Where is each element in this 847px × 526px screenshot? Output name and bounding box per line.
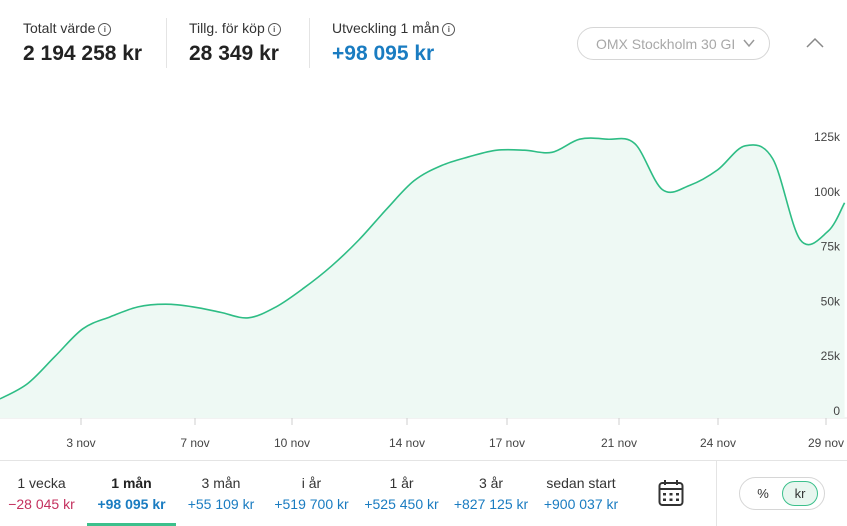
chevron-up-icon[interactable] <box>804 33 826 53</box>
x-tick-label: 7 nov <box>180 436 209 450</box>
info-icon[interactable]: i <box>98 23 112 36</box>
x-tick-label: 3 nov <box>66 436 95 450</box>
available-stat: Tillg. för köp i 28 349 kr <box>189 20 281 66</box>
x-tick-label: 21 nov <box>601 436 637 450</box>
total-value-label: Totalt värde <box>23 20 96 36</box>
chart-series-layer <box>0 137 846 419</box>
available-label: Tillg. för köp <box>189 20 265 36</box>
period-value: +55 109 kr <box>187 496 255 512</box>
development-label: Utveckling 1 mån <box>332 20 440 36</box>
period-3-months[interactable]: 3 mån +55 109 kr <box>180 475 262 512</box>
x-tick-label: 14 nov <box>389 436 425 450</box>
info-icon[interactable]: i <box>267 23 281 36</box>
period-label: 3 år <box>478 475 504 491</box>
total-value-label-row: Totalt värde i <box>23 20 142 36</box>
portfolio-chart-svg: 125k 100k 75k 50k 25k 0 3 nov 7 nov 10 nov 14 no… <box>0 130 847 450</box>
divider <box>0 460 847 461</box>
x-axis-ticks: 3 nov 7 nov 10 nov 14 nov 17 nov 21 nov 24 nov… <box>66 418 844 450</box>
period-since-start[interactable]: sedan start +900 037 kr <box>538 475 624 512</box>
total-value-stat: Totalt värde i 2 194 258 kr <box>23 20 142 66</box>
development-value: +98 095 kr <box>332 42 435 65</box>
period-label: 1 mån <box>111 475 152 491</box>
y-tick-label: 125k <box>814 130 841 144</box>
divider <box>716 460 717 526</box>
y-tick-label: 50k <box>821 294 841 308</box>
info-icon[interactable]: i <box>442 23 456 36</box>
currency-toggle-button[interactable]: kr <box>782 481 818 506</box>
y-axis-ticks: 125k 100k 75k 50k 25k 0 <box>814 130 841 418</box>
y-tick-label: 25k <box>821 349 841 363</box>
period-1-year[interactable]: 1 år +525 450 kr <box>358 475 445 512</box>
period-value: +525 450 kr <box>364 496 439 512</box>
available-label-row: Tillg. för köp i <box>189 20 281 36</box>
period-label: i år <box>301 475 322 491</box>
series-line <box>0 137 846 400</box>
period-3-years[interactable]: 3 år +827 125 kr <box>448 475 534 512</box>
period-label: sedan start <box>546 475 616 491</box>
calendar-icon[interactable] <box>658 479 684 507</box>
summary-header: Totalt värde i 2 194 258 kr Tillg. för kö… <box>0 0 847 80</box>
period-label: 1 år <box>389 475 414 491</box>
period-value: +827 125 kr <box>453 496 529 512</box>
development-stat: Utveckling 1 mån i +98 095 kr <box>332 20 456 66</box>
period-value: +519 700 kr <box>274 496 349 512</box>
y-tick-label: 75k <box>821 240 841 254</box>
portfolio-chart: 125k 100k 75k 50k 25k 0 3 nov 7 nov 10 nov 14 no… <box>0 80 847 460</box>
x-tick-label: 17 nov <box>489 436 525 450</box>
percent-toggle-button[interactable]: % <box>757 486 769 501</box>
chevron-down-icon <box>743 39 755 48</box>
y-tick-label: 0 <box>833 404 840 418</box>
period-bar: 1 vecka −28 045 kr 1 mån +98 095 kr 3 må… <box>0 460 847 526</box>
period-value: +98 095 kr <box>97 496 166 512</box>
divider <box>309 18 310 68</box>
y-tick-label: 100k <box>814 185 841 199</box>
period-1-week[interactable]: 1 vecka −28 045 kr <box>0 475 83 512</box>
period-1-month[interactable]: 1 mån +98 095 kr <box>87 475 176 526</box>
period-value: +900 037 kr <box>543 496 619 512</box>
period-year-to-date[interactable]: i år +519 700 kr <box>268 475 355 512</box>
divider <box>166 18 167 68</box>
x-tick-label: 29 nov <box>808 436 844 450</box>
index-compare-select[interactable]: OMX Stockholm 30 GI <box>577 27 770 60</box>
available-value: 28 349 kr <box>189 42 279 65</box>
active-period-indicator <box>87 523 176 526</box>
period-value: −28 045 kr <box>8 496 75 512</box>
unit-toggle: % kr <box>739 477 825 510</box>
x-tick-label: 10 nov <box>274 436 310 450</box>
series-area-fill <box>0 138 845 419</box>
total-value: 2 194 258 kr <box>23 42 143 65</box>
period-label: 1 vecka <box>17 475 66 491</box>
development-label-row: Utveckling 1 mån i <box>332 20 456 36</box>
x-tick-label: 24 nov <box>700 436 736 450</box>
index-compare-value: OMX Stockholm 30 GI <box>596 36 736 52</box>
period-label: 3 mån <box>201 475 241 491</box>
